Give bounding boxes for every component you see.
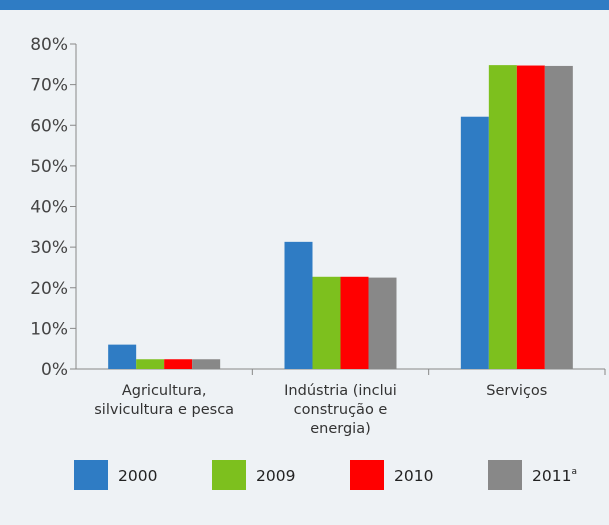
bar-2009-1 [312,276,341,369]
legend-swatch-2010 [350,460,384,490]
y-tick-label: 70% [30,76,68,96]
bar-2000-1 [284,241,313,369]
y-tick-label: 80% [30,35,68,55]
legend-swatch-2011 [488,460,522,490]
legend-swatch-2009 [212,460,246,490]
bar-2000-2 [460,116,489,369]
y-tick-label: 60% [30,116,68,136]
bar-2011-0 [192,359,221,369]
legend-label-2009: 2009 [256,467,295,485]
bar-2010-0 [164,359,193,369]
y-tick-label: 50% [30,157,68,177]
category-label: Serviços [486,383,547,399]
y-tick-label: 30% [30,238,68,258]
bar-2009-0 [136,359,165,369]
top-accent-bar [0,0,609,10]
legend-swatch-2000 [74,460,108,490]
bar-2010-2 [516,65,545,369]
y-tick-label: 40% [30,198,68,218]
bar-2011-2 [544,65,573,369]
legend-label-2011: 2011a [532,467,577,485]
bar-2010-1 [340,276,369,369]
bar-2000-0 [108,344,137,369]
bar-2009-2 [488,65,517,369]
category-label: Agricultura, silvicultura e pesca [94,383,234,418]
legend-label-2000: 2000 [118,467,157,485]
y-tick-label: 20% [30,279,68,299]
y-tick-label: 10% [30,319,68,339]
y-tick-label: 0% [41,360,68,380]
category-label: Indústria (inclui construção e energia) [284,383,397,437]
bar-2011-1 [368,277,397,369]
legend-label-2010: 2010 [394,467,433,485]
